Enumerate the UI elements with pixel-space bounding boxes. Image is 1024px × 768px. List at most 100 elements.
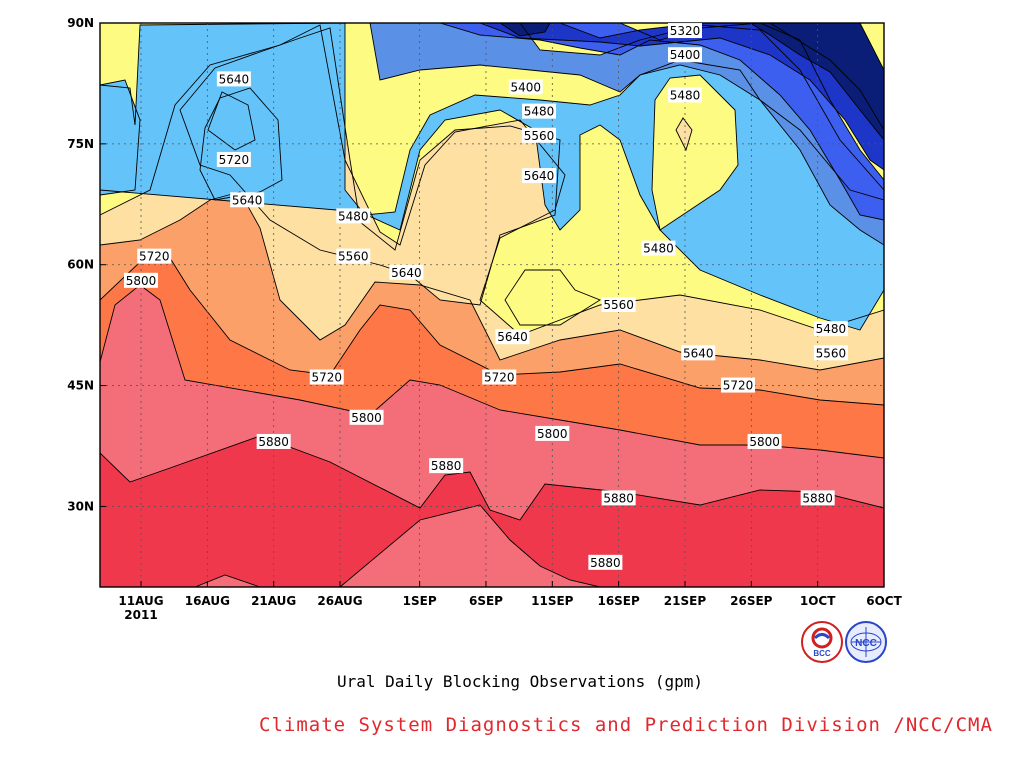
contour-label: 5720 xyxy=(723,379,754,393)
contour-label-bg xyxy=(641,240,676,256)
y-tick-label: 75N xyxy=(67,137,94,151)
ncc-logo: NCC xyxy=(845,621,887,663)
plot-frame xyxy=(99,22,885,588)
contour-line xyxy=(339,504,601,587)
contour-label-bg xyxy=(813,321,848,337)
x-tick-label: 16AUG xyxy=(185,594,230,608)
x-tick-label: 6OCT xyxy=(866,594,902,608)
contour-label: 5480 xyxy=(338,209,369,223)
contour-label: 5880 xyxy=(258,435,289,449)
contour-label-bg xyxy=(124,272,158,288)
fill-level-5880-notch xyxy=(195,575,260,587)
contour-label: 5800 xyxy=(749,435,780,449)
x-tick-label: 16SEP xyxy=(597,594,640,608)
contour-label-bg xyxy=(522,103,557,119)
contour-line xyxy=(504,269,601,326)
y-tick-label: 45N xyxy=(67,379,94,393)
contour-label: 5720 xyxy=(139,250,170,264)
contour-label-bg xyxy=(256,433,291,449)
contour-label-bg xyxy=(813,345,848,361)
contour-line xyxy=(199,87,283,201)
contour-label-bg xyxy=(681,345,716,361)
y-tick-label: 30N xyxy=(67,499,94,513)
contour-line xyxy=(675,117,693,152)
contour-label: 5640 xyxy=(683,346,714,360)
contour-label-bg xyxy=(588,554,623,570)
contour-label: 5480 xyxy=(670,89,701,103)
x-tick-label: 6SEP xyxy=(469,594,503,608)
y-axis: 30N 45N 60N 75N 90N xyxy=(67,16,106,513)
contour-labels: 5320 5400 5480 5400 5480 5560 5640 5640 5720 5640… xyxy=(124,23,848,570)
contour-label-bg xyxy=(721,377,756,393)
contour-label: 5640 xyxy=(232,193,263,207)
contour-label: 5720 xyxy=(311,371,342,385)
contour-line xyxy=(100,23,884,406)
contour-line xyxy=(499,23,884,141)
contour-line xyxy=(100,23,884,459)
contour-label: 5720 xyxy=(484,371,515,385)
contour-line xyxy=(479,23,884,171)
fill-level-below-5320 xyxy=(480,23,884,170)
contour-line xyxy=(369,23,884,246)
contour-label: 5400 xyxy=(510,80,541,94)
contour-label: 5880 xyxy=(590,556,621,570)
x-tick-label: 11AUG xyxy=(118,594,163,608)
contour-label-bg xyxy=(667,23,702,39)
bcc-logo-text: BCC xyxy=(813,649,831,658)
x-tick-label: 1OCT xyxy=(800,594,836,608)
x-axis: 11AUG 16AUG 21AUG 26AUG 1SEP 6SEP 11SEP 16SEP 21… xyxy=(118,581,903,622)
contour-label: 5560 xyxy=(338,250,369,264)
credit-text: Climate System Diagnostics and Predictio… xyxy=(259,714,993,736)
contour-label: 5640 xyxy=(497,330,528,344)
ncc-logo-text: NCC xyxy=(855,638,877,649)
contour-label-bg xyxy=(800,490,835,506)
fill-level-5480-tongue xyxy=(100,80,140,195)
x-tick-label: 1SEP xyxy=(403,594,437,608)
y-tick-label: 60N xyxy=(67,258,94,272)
contour-line xyxy=(207,91,256,151)
contour-label-bg xyxy=(216,151,251,167)
x-tick-label: 21SEP xyxy=(664,594,707,608)
contour-label: 5880 xyxy=(431,459,462,473)
contour-label: 5640 xyxy=(219,72,250,86)
contour-label-bg xyxy=(522,168,557,184)
contour-line xyxy=(179,27,561,306)
contour-label-bg xyxy=(230,192,265,208)
contour-label-bg xyxy=(429,458,464,474)
contour-line xyxy=(439,23,884,221)
contour-chart: 11AUG 16AUG 21AUG 26AUG 1SEP 6SEP 11SEP 16SEP 21… xyxy=(67,16,903,622)
contour-label: 5480 xyxy=(816,322,847,336)
contour-label-bg xyxy=(508,79,543,95)
contour-label-bg xyxy=(747,433,782,449)
contour-fills xyxy=(100,23,884,587)
fill-level-5560-island xyxy=(505,270,600,325)
contour-label: 5560 xyxy=(524,129,555,143)
x-year-label: 2011 xyxy=(124,608,157,622)
contour-line xyxy=(651,74,739,231)
contour-label: 5800 xyxy=(351,411,382,425)
bcc-logo: BCC xyxy=(801,621,843,663)
x-tick-label: 26SEP xyxy=(730,594,773,608)
contour-line xyxy=(100,79,141,196)
x-tick-label: 21AUG xyxy=(251,594,296,608)
contour-label-bg xyxy=(535,425,570,441)
contour-label-bg xyxy=(667,47,702,63)
contour-label-bg xyxy=(309,369,344,385)
contour-label: 5560 xyxy=(603,298,634,312)
fill-level-5880-south xyxy=(340,505,600,587)
contour-label: 5480 xyxy=(524,105,555,119)
contour-label: 5560 xyxy=(816,346,847,360)
contour-label: 5800 xyxy=(537,427,568,441)
contour-label-bg xyxy=(389,264,424,280)
contour-label-bg xyxy=(349,409,384,425)
contour-label-bg xyxy=(667,87,702,103)
contour-label-bg xyxy=(601,297,636,312)
x-tick-label: 26AUG xyxy=(317,594,362,608)
contour-label: 5720 xyxy=(219,153,250,167)
contour-label-bg xyxy=(336,208,371,224)
contour-label: 5800 xyxy=(126,274,157,288)
fill-level-5480-yellow-cell xyxy=(652,75,738,230)
contour-label: 5880 xyxy=(603,491,634,505)
fill-level-5400 xyxy=(370,23,884,245)
contour-label-bg xyxy=(137,248,172,264)
